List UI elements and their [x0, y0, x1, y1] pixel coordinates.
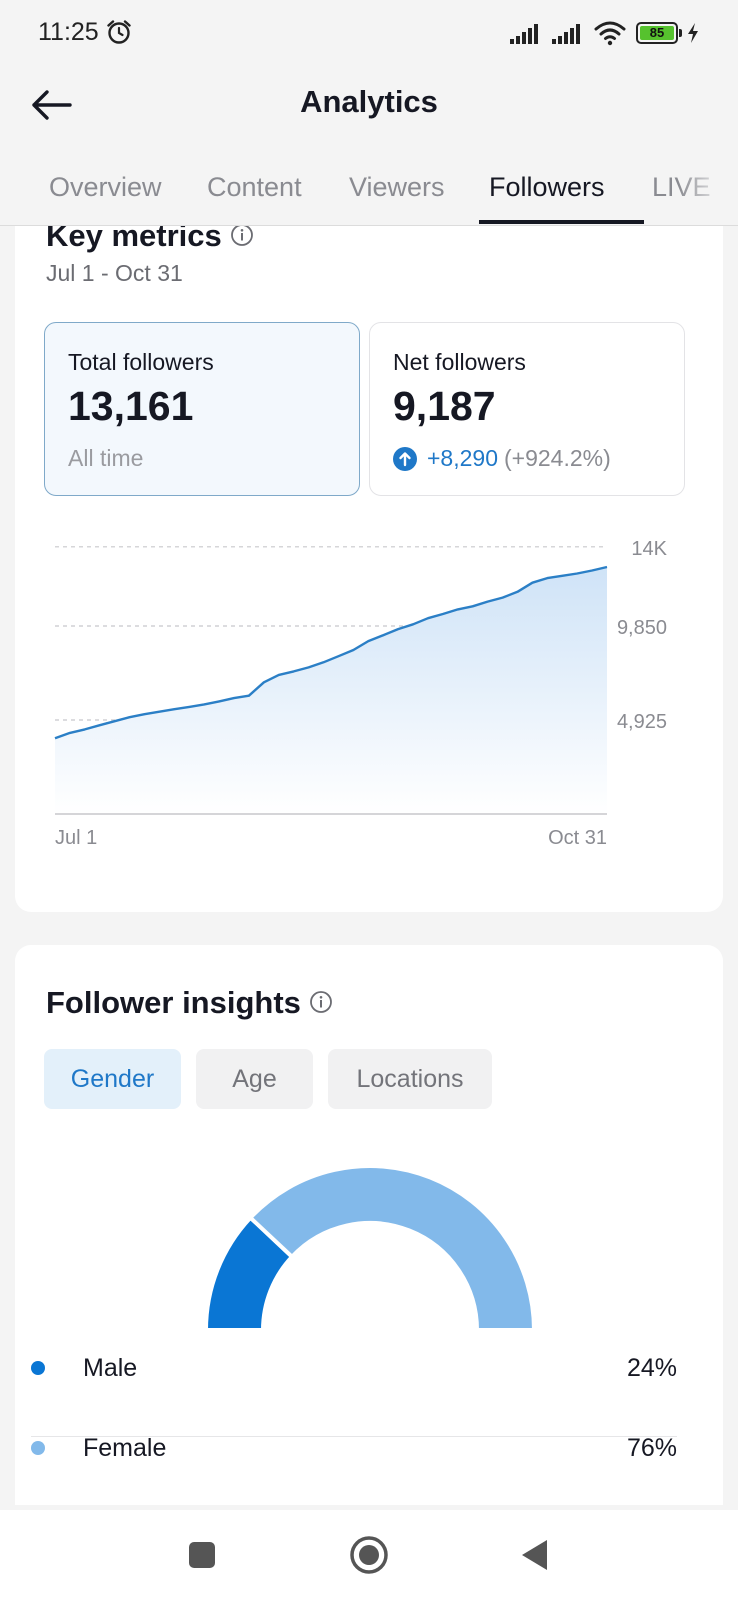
chart-area-fill — [55, 567, 607, 814]
back-nav-button[interactable] — [505, 1510, 565, 1600]
chart-x-tick-label: Jul 1 — [55, 827, 97, 849]
signal-1-icon — [510, 24, 538, 44]
legend-divider — [31, 1436, 677, 1437]
legend-male: Male 24% — [31, 1328, 677, 1408]
info-icon[interactable] — [309, 990, 333, 1014]
total-followers-sub: All time — [68, 445, 144, 471]
net-followers-card[interactable]: Net followers 9,187 +8,290 (+924.2%) — [369, 322, 685, 496]
chart-y-tick-label: 4,925 — [617, 711, 667, 733]
tab-viewers[interactable]: Viewers — [349, 172, 445, 202]
female-legend-dot — [31, 1441, 45, 1455]
arrow-left-icon — [32, 90, 72, 120]
chart-y-tick-label: 9,850 — [617, 617, 667, 639]
alarm-clock-icon — [107, 20, 131, 44]
net-followers-change: +8,290 (+924.2%) — [393, 445, 611, 472]
info-icon[interactable] — [230, 226, 254, 247]
system-nav-bar — [0, 1510, 738, 1600]
net-change-absolute: +8,290 — [427, 445, 498, 471]
back-button[interactable] — [28, 82, 74, 128]
legend-female: Female 76% — [31, 1408, 677, 1488]
follower-insights-title: Follower insights — [46, 985, 301, 1020]
triangle-back-icon — [522, 1540, 547, 1570]
male-value: 24% — [626, 1354, 677, 1382]
total-followers-value: 13,161 — [68, 383, 194, 429]
tab-overview[interactable]: Overview — [49, 172, 162, 202]
date-range: Jul 1 - Oct 31 — [46, 260, 183, 286]
followers-area-chart: 4,925 9,850 14K Jul 1 Oct 31 — [54, 538, 668, 849]
wifi-icon — [594, 21, 626, 46]
battery-indicator: 85 — [636, 22, 678, 44]
key-metrics-heading: Key metrics — [46, 226, 254, 254]
tab-content[interactable]: Content — [207, 172, 302, 202]
home-circle-icon — [350, 1536, 388, 1574]
pill-age[interactable]: Age — [196, 1049, 313, 1109]
follower-insights-card: Follower insights Gender Age Locations — [15, 945, 723, 1505]
key-metrics-title: Key metrics — [46, 226, 222, 253]
total-followers-label: Total followers — [68, 349, 214, 375]
square-icon — [189, 1542, 215, 1568]
home-button[interactable] — [339, 1510, 399, 1600]
status-bar: 11:25 85 — [0, 0, 738, 64]
charging-bolt-icon — [688, 23, 698, 43]
pill-locations[interactable]: Locations — [328, 1049, 492, 1109]
pill-gender[interactable]: Gender — [44, 1049, 181, 1109]
gender-half-donut-chart — [203, 1164, 537, 1330]
chart-y-tick-label: 14K — [631, 538, 667, 560]
follower-insights-heading: Follower insights — [46, 985, 333, 1021]
active-tab-indicator — [479, 220, 644, 224]
total-followers-card[interactable]: Total followers 13,161 All time — [44, 322, 360, 496]
page-title: Analytics — [300, 84, 438, 119]
female-label: Female — [83, 1434, 167, 1462]
header: Analytics — [0, 64, 738, 146]
tab-bar: Overview Content Viewers Followers LIVE — [0, 146, 738, 226]
key-metrics-card: Key metrics Jul 1 - Oct 31 Total followe… — [15, 226, 723, 912]
net-change-percent: (+924.2%) — [504, 445, 611, 471]
chart-x-tick-label: Oct 31 — [548, 827, 607, 849]
net-followers-value: 9,187 — [393, 383, 496, 429]
male-legend-dot — [31, 1361, 45, 1375]
arrow-up-circle-icon — [393, 446, 417, 471]
female-value: 76% — [626, 1434, 677, 1462]
tab-followers[interactable]: Followers — [489, 172, 605, 202]
male-label: Male — [83, 1354, 138, 1382]
battery-cap — [679, 29, 682, 37]
donut-segment-female — [247, 1164, 537, 1330]
net-followers-label: Net followers — [393, 349, 526, 375]
status-time: 11:25 — [38, 18, 99, 46]
signal-2-icon — [552, 24, 580, 44]
battery-level: 85 — [640, 26, 674, 40]
chart-series-line — [54, 565, 608, 740]
recents-button[interactable] — [172, 1510, 232, 1600]
tab-overflow-fade — [678, 146, 738, 225]
